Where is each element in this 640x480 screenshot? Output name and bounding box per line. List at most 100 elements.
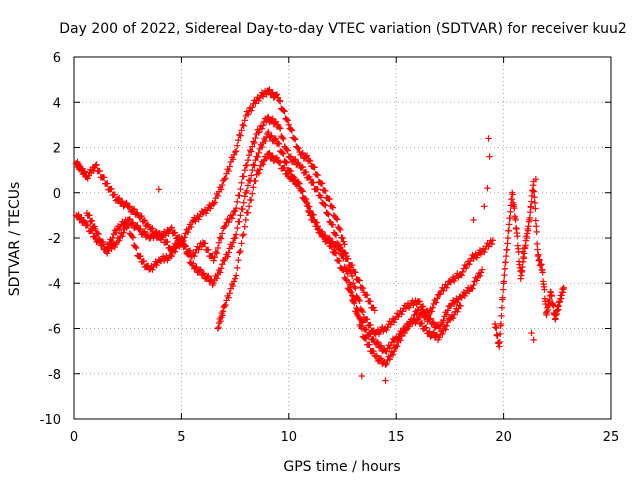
data-point: [236, 192, 243, 199]
data-point: [432, 299, 440, 306]
data-point: [95, 230, 102, 238]
data-point: [382, 377, 389, 384]
data-point: [303, 199, 311, 207]
data-point: [214, 244, 222, 252]
data-point: [470, 216, 477, 224]
data-point: [240, 122, 247, 129]
data-point: [236, 131, 243, 139]
data-point: [499, 286, 507, 293]
data-point: [532, 217, 540, 224]
y-tick-label: 2: [53, 142, 61, 157]
data-point: [527, 204, 535, 211]
x-axis-label: GPS time / hours: [283, 459, 400, 475]
data-point: [283, 159, 290, 167]
data-point: [213, 275, 221, 282]
data-point: [283, 116, 290, 123]
data-point: [430, 329, 437, 336]
data-point: [348, 272, 356, 280]
data-point: [129, 234, 137, 241]
data-point: [232, 231, 240, 238]
data-point: [136, 226, 143, 234]
data-point: [539, 269, 546, 276]
data-point: [245, 203, 253, 210]
data-point: [196, 267, 203, 274]
data-point: [541, 286, 548, 293]
data-point: [359, 285, 367, 292]
data-point: [356, 277, 363, 284]
data-point: [168, 252, 175, 260]
data-point: [433, 295, 441, 302]
data-point: [429, 304, 436, 311]
data-point: [225, 218, 232, 226]
data-point: [383, 360, 390, 367]
data-point: [376, 356, 384, 363]
data-point: [329, 221, 337, 229]
data-point: [394, 342, 401, 350]
data-point: [261, 137, 269, 145]
data-point: [249, 190, 256, 197]
y-tick-label: -8: [48, 368, 61, 383]
data-point: [225, 294, 232, 301]
data-point: [118, 199, 125, 206]
data-point: [259, 161, 267, 168]
data-point: [138, 212, 145, 220]
data-point: [128, 232, 136, 240]
data-point: [414, 316, 421, 323]
data-point: [344, 255, 352, 263]
data-point: [281, 108, 288, 115]
data-point: [304, 207, 312, 215]
data-point: [269, 89, 276, 96]
data-point: [234, 142, 241, 149]
data-point: [216, 234, 224, 241]
data-point: [275, 123, 283, 131]
data-point: [244, 209, 252, 216]
data-point: [230, 208, 238, 215]
data-point: [200, 270, 208, 277]
data-point: [462, 264, 470, 272]
data-point: [248, 107, 255, 114]
data-point: [401, 327, 408, 334]
data-point: [201, 240, 209, 247]
data-point: [376, 343, 384, 350]
data-point: [346, 287, 354, 295]
data-point: [187, 223, 195, 231]
data-point: [231, 234, 239, 242]
data-point: [484, 185, 491, 192]
data-point: [343, 277, 350, 284]
data-point: [501, 265, 509, 272]
data-point: [457, 302, 464, 310]
data-point: [184, 228, 192, 236]
data-point: [212, 248, 219, 256]
data-point: [314, 185, 321, 193]
data-point: [215, 239, 223, 246]
data-point: [217, 318, 224, 325]
data-point: [449, 314, 457, 322]
data-point: [141, 217, 149, 224]
data-point: [485, 135, 492, 142]
data-point: [292, 175, 299, 183]
data-point: [255, 129, 262, 136]
data-point: [415, 306, 422, 313]
data-point: [235, 256, 242, 264]
data-point: [249, 143, 256, 150]
data-point: [280, 135, 287, 143]
data-point: [389, 351, 397, 358]
data-point: [190, 260, 197, 267]
data-point: [367, 321, 374, 329]
data-point: [530, 336, 537, 344]
data-point: [279, 149, 286, 157]
y-tick-label: -10: [40, 413, 61, 428]
data-point: [351, 299, 358, 307]
data-point: [358, 325, 366, 332]
data-point: [538, 261, 545, 268]
data-point: [466, 261, 473, 268]
data-point: [89, 227, 96, 234]
data-point: [533, 228, 540, 236]
data-point: [129, 206, 137, 214]
data-point: [132, 243, 139, 250]
data-point: [284, 147, 291, 154]
data-point: [125, 204, 132, 211]
data-point: [232, 272, 240, 279]
data-point: [306, 156, 313, 164]
data-point: [228, 243, 236, 250]
